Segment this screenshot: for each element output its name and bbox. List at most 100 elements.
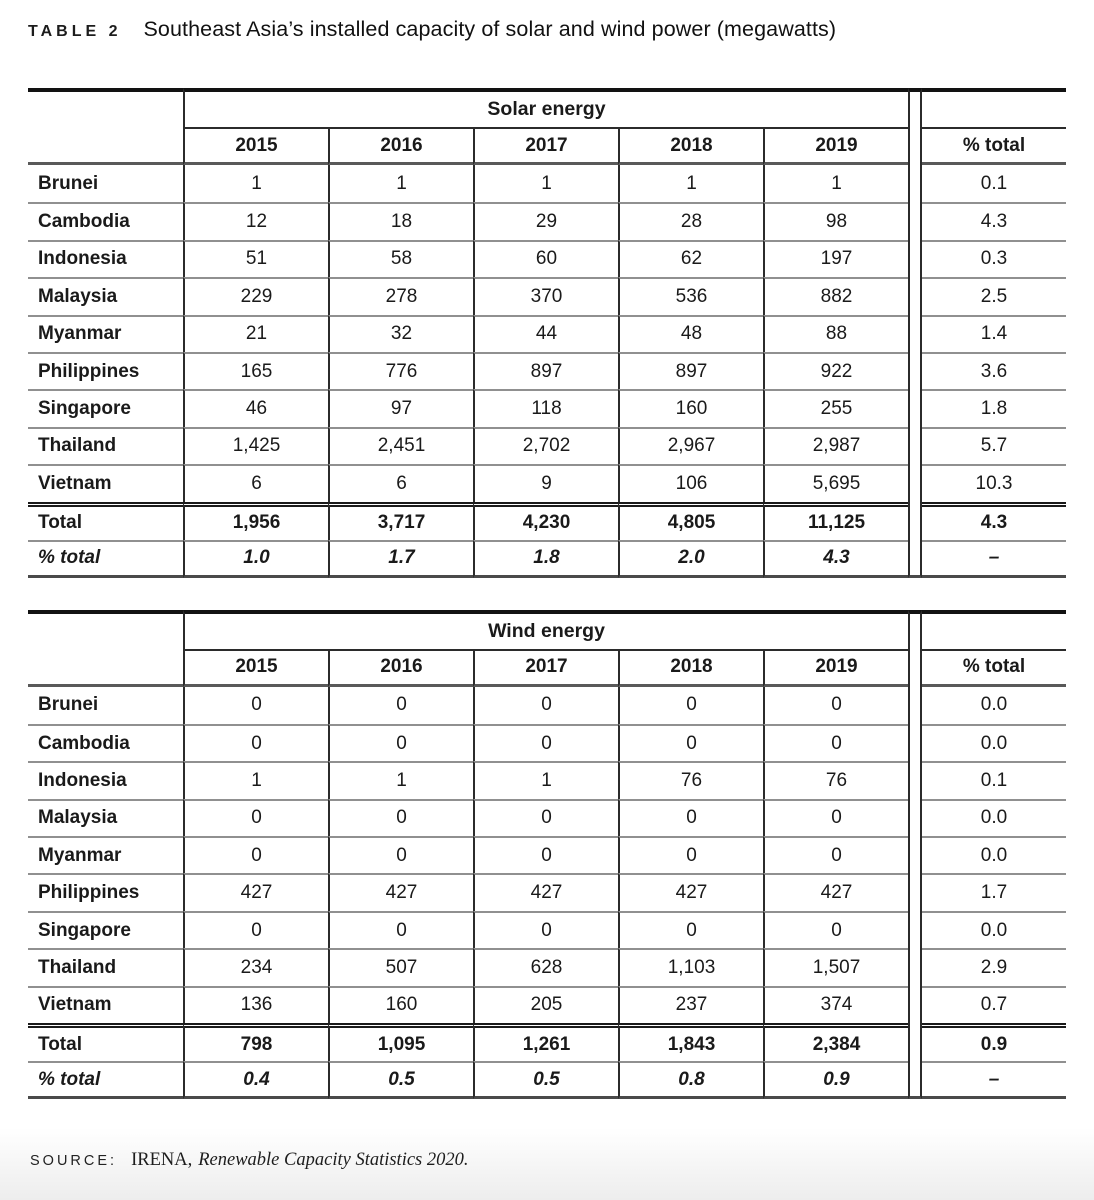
value-cell: 1: [183, 165, 328, 203]
value-cell: 0: [763, 910, 908, 949]
total-value-cell: 2,384: [763, 1023, 908, 1062]
row-label: Singapore: [28, 389, 183, 426]
section-header: Solar energy: [183, 88, 908, 127]
pct-total-cell: 1.4: [922, 314, 1066, 352]
value-cell: 1,507: [763, 948, 908, 986]
pct-total-cell: 0.0: [922, 723, 1066, 761]
column-gap: [908, 501, 922, 540]
pct-total-cell: 0.0: [922, 836, 1066, 873]
value-cell: 76: [618, 761, 763, 799]
value-cell: 44: [473, 314, 618, 352]
value-cell: 98: [763, 202, 908, 240]
header-stub: [28, 649, 183, 687]
pct-total-header: % total: [922, 648, 1066, 687]
row-label: Vietnam: [28, 464, 183, 501]
total-value-cell: 798: [183, 1023, 328, 1062]
column-gap: [908, 910, 922, 949]
value-cell: 0: [763, 798, 908, 837]
column-gap: [908, 426, 922, 465]
total-pct-cell: 0.9: [922, 1023, 1066, 1061]
year-header: 2015: [183, 648, 328, 687]
column-gap: [908, 277, 922, 315]
table-number-label: TABLE 2: [28, 23, 122, 40]
value-cell: 97: [328, 389, 473, 427]
pct-header-blank: [922, 609, 1066, 649]
header-stub: [28, 88, 183, 127]
total-row-label: Total: [28, 1023, 183, 1061]
value-cell: 0: [328, 798, 473, 837]
value-cell: 5,695: [763, 464, 908, 502]
pct-total-cell: 10.3: [922, 464, 1066, 501]
column-gap: [908, 464, 922, 502]
column-gap: [908, 948, 922, 986]
value-cell: 374: [763, 985, 908, 1024]
value-cell: 21: [183, 314, 328, 352]
header-stub: [28, 127, 183, 165]
value-cell: 536: [618, 277, 763, 315]
value-cell: 0: [473, 723, 618, 762]
value-cell: 0: [183, 836, 328, 874]
value-cell: 0: [473, 798, 618, 837]
value-cell: 0: [328, 686, 473, 724]
value-cell: 136: [183, 985, 328, 1024]
value-cell: 1: [618, 165, 763, 203]
pct-row-dash-cell: –: [922, 1061, 1066, 1100]
value-cell: 0: [328, 723, 473, 762]
year-header: 2016: [328, 127, 473, 165]
section-header: Wind energy: [183, 609, 908, 649]
value-cell: 205: [473, 985, 618, 1024]
source-organization: IRENA,: [131, 1150, 193, 1171]
value-cell: 0: [183, 686, 328, 724]
column-gap: [908, 1061, 922, 1100]
table-title: Southeast Asia’s installed capacity of s…: [143, 17, 837, 41]
value-cell: 18: [328, 202, 473, 240]
column-gap: [908, 609, 922, 649]
pct-total-cell: 3.6: [922, 351, 1066, 389]
row-label: Singapore: [28, 910, 183, 948]
pct-total-cell: 0.0: [980, 694, 1008, 716]
value-cell: 0: [618, 910, 763, 949]
pct-total-cell: 5.7: [922, 426, 1066, 464]
pct-total-header: % total: [922, 127, 1066, 165]
total-value-cell: 1,095: [328, 1023, 473, 1062]
value-cell: 370: [473, 277, 618, 315]
row-label: Myanmar: [28, 836, 183, 873]
pct-total-cell: 4.3: [922, 202, 1066, 239]
column-gap: [908, 648, 922, 687]
value-cell: 427: [618, 873, 763, 911]
value-cell: 234: [183, 948, 328, 986]
total-row-label: Total: [28, 501, 183, 540]
value-cell: 0: [763, 686, 908, 724]
pct-total-cell: 1.7: [922, 873, 1066, 910]
pct-total-cell: 0.0: [922, 798, 1066, 836]
total-value-cell: 1,843: [618, 1023, 763, 1062]
row-label: Brunei: [38, 172, 99, 194]
pct-row-value-cell: 1.0: [183, 539, 328, 578]
source-publication: Renewable Capacity Statistics 2020.: [198, 1150, 469, 1171]
year-header: 2019: [763, 648, 908, 687]
pct-total-cell: 0.3: [922, 239, 1066, 277]
column-gap: [908, 539, 922, 578]
value-cell: 0: [473, 910, 618, 949]
value-cell: 1,103: [618, 948, 763, 986]
value-cell: 160: [618, 389, 763, 427]
value-cell: 0: [183, 723, 328, 762]
value-cell: 48: [618, 314, 763, 352]
total-value-cell: 4,230: [473, 501, 618, 540]
value-cell: 882: [763, 277, 908, 315]
column-gap: [908, 351, 922, 390]
value-cell: 160: [328, 985, 473, 1024]
value-cell: 0: [183, 798, 328, 837]
value-cell: 1: [328, 761, 473, 799]
value-cell: 2,702: [473, 426, 618, 465]
value-cell: 29: [473, 202, 618, 240]
value-cell: 427: [473, 873, 618, 911]
row-label: Cambodia: [28, 723, 183, 761]
source-line: SOURCE: IRENA, Renewable Capacity Statisti…: [28, 1147, 1066, 1173]
total-value-cell: 1,261: [473, 1023, 618, 1062]
pct-total-cell: 1.8: [922, 389, 1066, 426]
value-cell: 1: [473, 165, 618, 203]
pct-row-value-cell: 4.3: [763, 539, 908, 578]
row-label: Philippines: [28, 351, 183, 389]
pct-header-blank: [922, 88, 1066, 127]
